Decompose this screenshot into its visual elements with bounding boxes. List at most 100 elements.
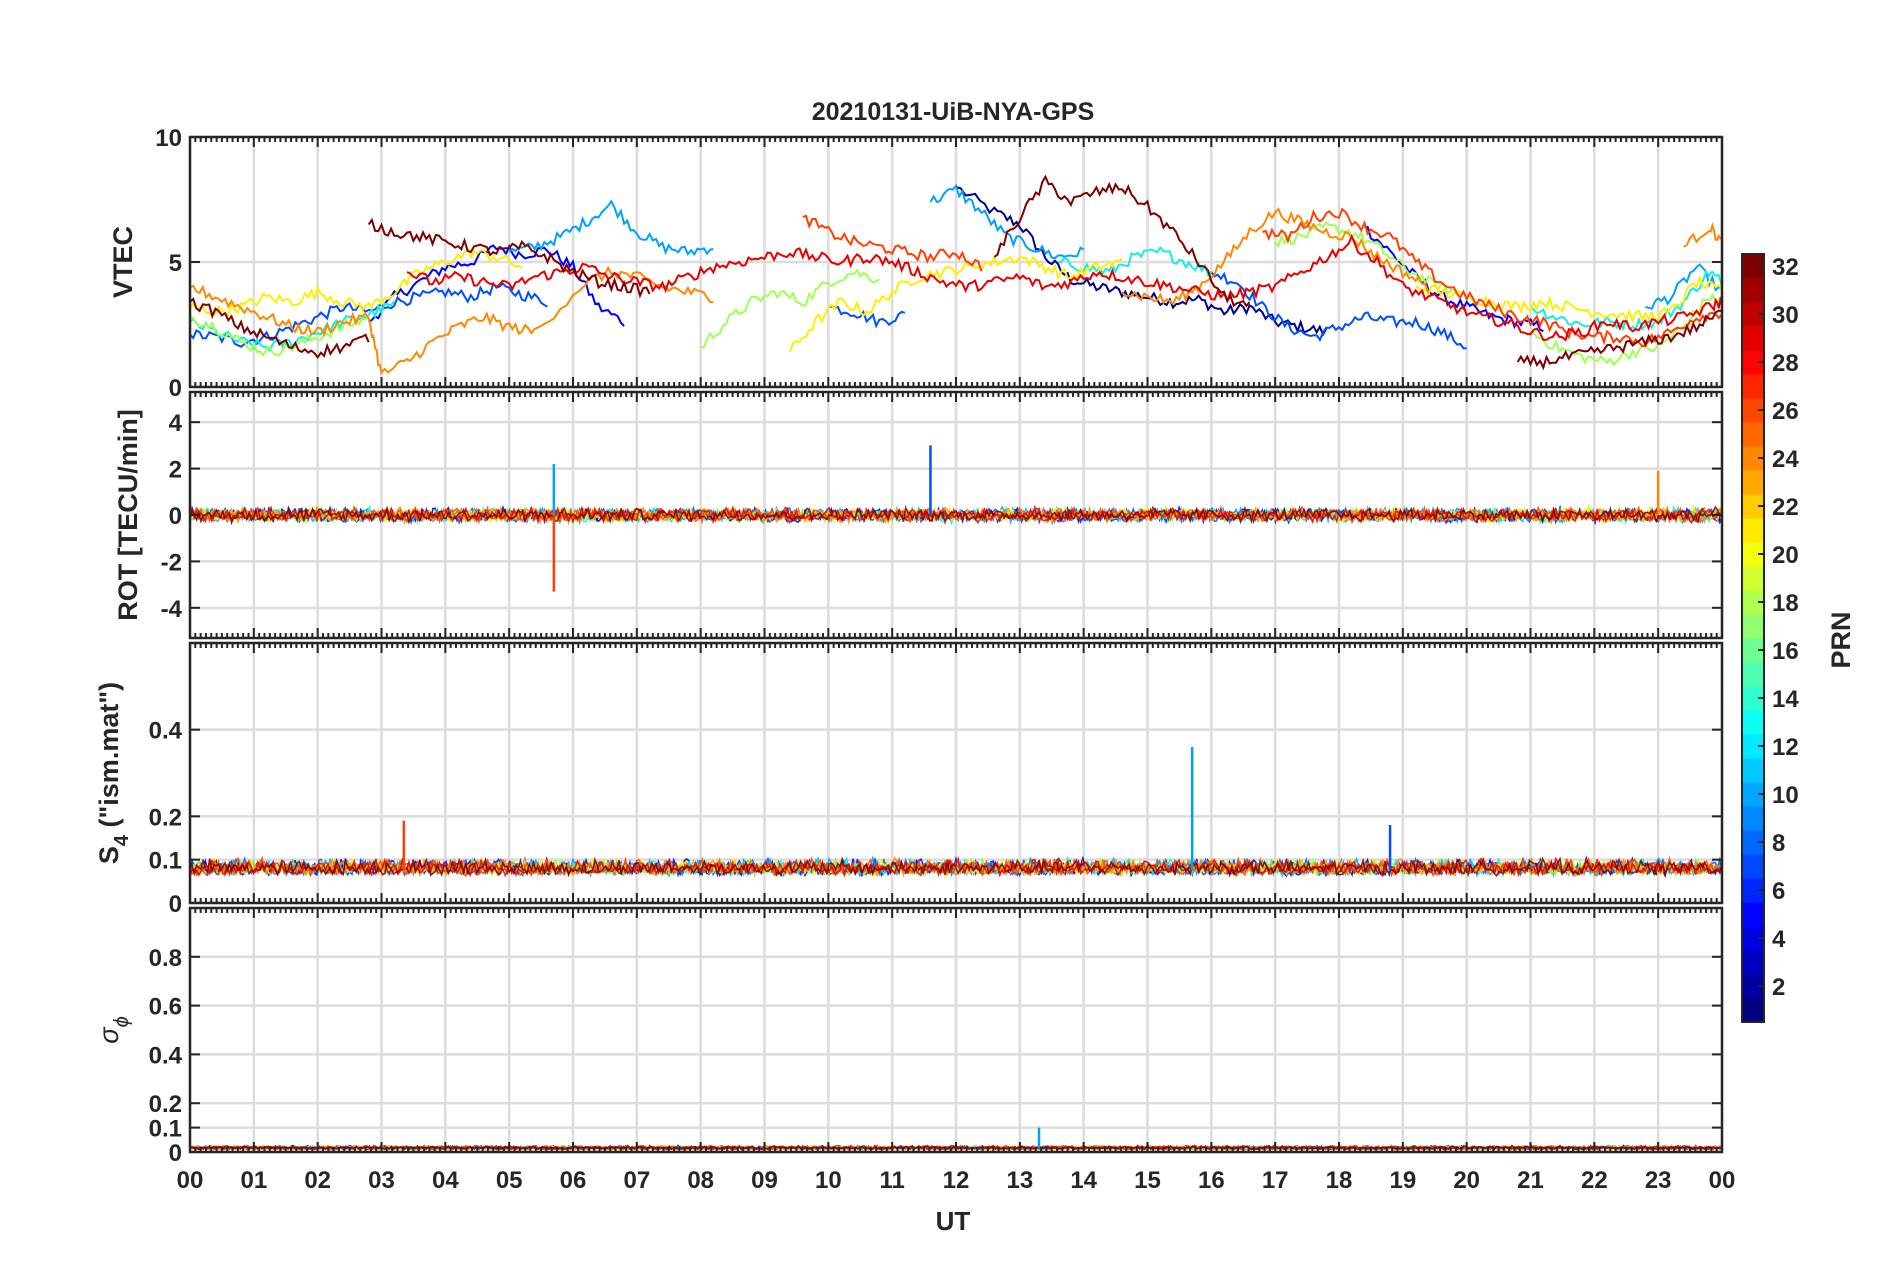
vtec-line-prn-32 <box>367 217 651 299</box>
colorbar-step <box>1742 566 1764 591</box>
x-tick-label: 16 <box>1198 1167 1225 1194</box>
y-tick-label: 0 <box>169 503 182 530</box>
colorbar-step <box>1742 350 1764 375</box>
colorbar-step <box>1742 878 1764 903</box>
x-tick-label: 05 <box>496 1167 523 1194</box>
vtec-line-prn-32 <box>993 174 1251 308</box>
colorbar-step <box>1742 830 1764 855</box>
vtec-line-prn-32 <box>190 297 370 359</box>
colorbar-tick-label: 6 <box>1772 878 1785 905</box>
panel-data <box>190 174 1722 375</box>
y-tick-label: 5 <box>169 250 182 277</box>
colorbar-step <box>1742 950 1764 975</box>
vtec-line-prn-6 <box>190 281 548 348</box>
y-axis-label-sub: 4 <box>111 834 133 846</box>
x-tick-label: 03 <box>368 1167 395 1194</box>
colorbar-step <box>1742 926 1764 951</box>
x-tick-label: 11 <box>879 1167 904 1194</box>
y-tick-label: 0 <box>169 1140 182 1167</box>
vtec-line-prn-14 <box>1058 245 1213 278</box>
panel-sigma: 00.10.2 0.4 0.6 0.8 σϕ 00 01 02 03 04 05 06 07 08 09 10… <box>94 906 1735 1194</box>
colorbar-tick-label: 32 <box>1772 254 1799 281</box>
colorbar-frame <box>1741 253 1765 1023</box>
x-tick-label: 01 <box>240 1167 267 1194</box>
y-tick-label: -4 <box>161 596 183 623</box>
colorbar-step <box>1742 590 1764 615</box>
vtec-line-prn-24 <box>1121 207 1430 306</box>
colorbar-step <box>1742 638 1764 663</box>
rot-line-prn-28 <box>190 504 1722 525</box>
s4-line-prn-32 <box>190 855 1722 878</box>
colorbar-step <box>1742 902 1764 927</box>
colorbar-step <box>1742 422 1764 447</box>
x-tick-label: 17 <box>1262 1167 1289 1194</box>
x-tick-label: 20 <box>1453 1167 1480 1194</box>
x-tick-label: 19 <box>1389 1167 1416 1194</box>
panel-vtec: 0 5 10 VTEC <box>108 125 1724 402</box>
vtec-line-prn-14 <box>1529 269 1722 332</box>
colorbar-step <box>1742 446 1764 471</box>
colorbar-tick-label: 16 <box>1772 638 1799 665</box>
y-axis-label-main: S <box>94 846 124 864</box>
vtec-line-prn-18 <box>700 268 880 349</box>
x-tick-label: 09 <box>751 1167 778 1194</box>
vtec-line-prn-6 <box>1210 271 1467 350</box>
vtec-line-prn-32 <box>1516 309 1722 371</box>
panel-ticks <box>189 643 1723 904</box>
chart-title: 20210131-UiB-NYA-GPS <box>812 98 1095 126</box>
panel-rot: -4 -2 0 2 4 ROT [TECU/min] <box>113 390 1724 640</box>
x-tick-label: 13 <box>1006 1167 1033 1194</box>
colorbar-step <box>1742 326 1764 351</box>
vtec-line-prn-20 <box>789 254 1123 353</box>
colorbar-step <box>1742 254 1764 279</box>
colorbar-step <box>1742 974 1764 999</box>
panel-s4: 0 0.1 0.2 0.4 S4 ("ism.mat") <box>94 641 1724 918</box>
y-tick-label: 0 <box>169 891 182 918</box>
panel-data <box>190 747 1722 879</box>
colorbar-step <box>1742 470 1764 495</box>
y-tick-label: 4 <box>169 410 183 437</box>
colorbar-label: PRN <box>1826 611 1856 668</box>
y-axis-label: σϕ <box>94 1016 133 1043</box>
vtec-line-prn-10 <box>1645 263 1722 311</box>
x-tick-label: 18 <box>1326 1167 1353 1194</box>
y-tick-label: 0.4 <box>149 718 183 745</box>
colorbar-tick-label: 24 <box>1772 446 1799 473</box>
colorbar-step <box>1742 998 1764 1023</box>
colorbar-step <box>1742 494 1764 519</box>
colorbar-tick-label: 26 <box>1772 398 1799 425</box>
x-axis-label: UT <box>936 1206 971 1236</box>
x-tick-label: 00 <box>177 1167 204 1194</box>
panel-ticks <box>189 908 1723 1153</box>
colorbar-step <box>1742 782 1764 807</box>
x-tick-label: 10 <box>815 1167 842 1194</box>
y-tick-label: 0.8 <box>149 945 182 972</box>
colorbar-step <box>1742 854 1764 879</box>
y-axis-label-sub: ϕ <box>111 1016 133 1027</box>
x-tick-label: 12 <box>943 1167 970 1194</box>
panel-ticks <box>189 392 1723 638</box>
x-tick-label: 07 <box>623 1167 650 1194</box>
y-tick-label: 0.2 <box>149 804 182 831</box>
colorbar-step <box>1742 758 1764 783</box>
colorbar-tick-label: 20 <box>1772 542 1799 569</box>
x-tick-label: 04 <box>432 1167 459 1194</box>
vtec-line-prn-2 <box>955 186 1328 337</box>
colorbar-tick-label: 18 <box>1772 590 1799 617</box>
colorbar-tick-label: 2 <box>1772 974 1785 1001</box>
x-tick-label: 21 <box>1517 1167 1544 1194</box>
colorbar-step <box>1742 662 1764 687</box>
y-axis-label: S4 ("ism.mat") <box>94 682 133 864</box>
colorbar-tick-label: 8 <box>1772 830 1785 857</box>
vtec-line-prn-26 <box>802 214 983 272</box>
y-axis-label: VTEC <box>108 226 138 298</box>
y-axis-label-main: σ <box>94 1026 124 1044</box>
y-tick-label: 0 <box>169 375 182 402</box>
colorbar-tick-label: 30 <box>1772 302 1799 329</box>
s4-line-prn-28 <box>190 855 1722 878</box>
colorbar-step <box>1742 398 1764 423</box>
colorbar-step <box>1742 518 1764 543</box>
colorbar-tick-label: 10 <box>1772 782 1799 809</box>
